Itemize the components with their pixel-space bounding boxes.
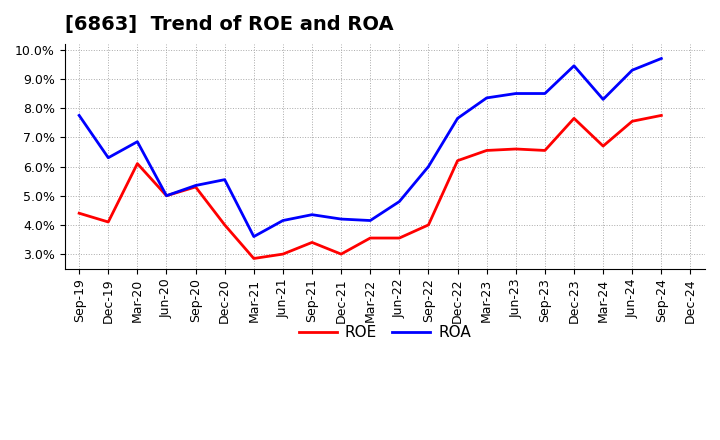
ROE bbox=[104, 220, 112, 225]
ROE bbox=[570, 116, 578, 121]
ROA bbox=[250, 234, 258, 239]
ROA bbox=[133, 139, 142, 144]
ROE bbox=[395, 235, 404, 241]
ROA bbox=[511, 91, 520, 96]
ROE bbox=[279, 251, 287, 257]
ROA bbox=[366, 218, 374, 223]
Text: [6863]  Trend of ROE and ROA: [6863] Trend of ROE and ROA bbox=[65, 15, 393, 34]
ROA bbox=[162, 193, 171, 198]
ROA bbox=[192, 183, 200, 188]
ROA bbox=[104, 155, 112, 161]
Legend: ROE, ROA: ROE, ROA bbox=[293, 319, 477, 346]
ROE bbox=[75, 211, 84, 216]
ROA bbox=[657, 56, 666, 61]
ROA bbox=[570, 63, 578, 69]
ROE bbox=[599, 143, 608, 149]
ROA bbox=[75, 113, 84, 118]
ROE bbox=[511, 147, 520, 152]
ROA bbox=[395, 199, 404, 204]
ROE bbox=[250, 256, 258, 261]
ROA bbox=[599, 97, 608, 102]
ROE bbox=[454, 158, 462, 163]
ROA bbox=[454, 116, 462, 121]
ROE bbox=[337, 251, 346, 257]
ROA bbox=[220, 177, 229, 182]
ROE bbox=[482, 148, 491, 153]
ROE bbox=[192, 184, 200, 190]
ROE bbox=[541, 148, 549, 153]
ROA bbox=[424, 164, 433, 169]
ROE bbox=[133, 161, 142, 166]
Line: ROE: ROE bbox=[79, 115, 662, 258]
ROE bbox=[162, 193, 171, 198]
ROE bbox=[220, 222, 229, 227]
Line: ROA: ROA bbox=[79, 59, 662, 237]
ROA bbox=[482, 95, 491, 101]
ROE bbox=[628, 119, 636, 124]
ROE bbox=[366, 235, 374, 241]
ROA bbox=[279, 218, 287, 223]
ROE bbox=[657, 113, 666, 118]
ROA bbox=[307, 212, 316, 217]
ROA bbox=[628, 67, 636, 73]
ROE bbox=[424, 222, 433, 227]
ROE bbox=[307, 240, 316, 245]
ROA bbox=[337, 216, 346, 222]
ROA bbox=[541, 91, 549, 96]
